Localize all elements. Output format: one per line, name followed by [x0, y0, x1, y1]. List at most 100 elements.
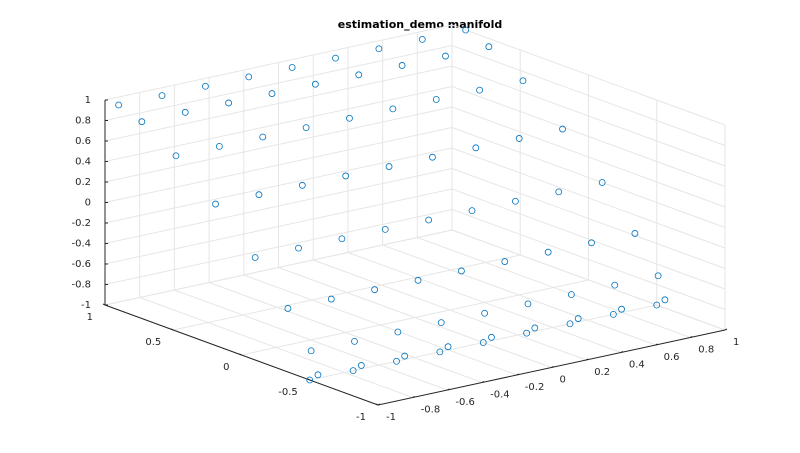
- point: [284, 305, 292, 312]
- y-tick-label: 0: [223, 362, 229, 373]
- point: [519, 77, 527, 85]
- point: [342, 172, 350, 180]
- grid-line: [104, 24, 453, 101]
- point: [458, 267, 465, 275]
- point: [654, 272, 662, 280]
- point: [462, 26, 470, 34]
- point: [394, 328, 402, 336]
- point: [115, 101, 123, 109]
- grid-line: [104, 147, 453, 224]
- point: [288, 64, 296, 71]
- y-tick: [239, 353, 242, 356]
- point: [501, 258, 509, 265]
- z-tick-label: 0.2: [75, 177, 91, 188]
- point: [314, 371, 322, 379]
- point: [574, 315, 582, 322]
- z-tick-label: -0.4: [71, 239, 91, 250]
- point: [588, 239, 595, 247]
- y-tick: [307, 378, 310, 381]
- point: [259, 133, 267, 141]
- point: [332, 54, 339, 62]
- point: [181, 108, 189, 116]
- point: [566, 320, 574, 328]
- point: [611, 281, 619, 289]
- x-tick-label: -1: [386, 412, 396, 423]
- x-tick: [655, 343, 658, 346]
- x-tick: [724, 328, 728, 331]
- point: [371, 286, 379, 294]
- z-tick-label: -0.6: [71, 259, 91, 270]
- point: [653, 301, 661, 309]
- x-tick-label: -0.6: [455, 397, 475, 408]
- point: [346, 114, 353, 122]
- point: [523, 329, 531, 337]
- point: [485, 43, 493, 51]
- point: [201, 82, 209, 90]
- grid-line: [451, 65, 726, 167]
- x-tick: [516, 373, 520, 376]
- point: [524, 300, 532, 308]
- x-tick: [447, 388, 450, 391]
- x-tick: [585, 358, 589, 361]
- grid-line: [104, 168, 453, 244]
- y-tick-label: -0.5: [278, 387, 298, 398]
- y-tick: [171, 328, 174, 331]
- grid-line: [104, 86, 453, 162]
- grid-line: [309, 304, 657, 381]
- z-tick-label: -0.2: [71, 218, 91, 229]
- grid-line: [104, 45, 453, 121]
- grid-line: [104, 65, 453, 142]
- point: [598, 179, 606, 186]
- z-tick-label: 1: [85, 95, 91, 106]
- x-tick: [377, 403, 381, 406]
- x-tick: [412, 396, 415, 398]
- grid-line: [173, 254, 521, 331]
- point: [389, 105, 397, 113]
- point: [559, 125, 566, 133]
- y-tick-label: 0.5: [145, 337, 161, 348]
- x-tick-label: -0.2: [525, 382, 545, 393]
- grid-line: [104, 127, 453, 203]
- point: [268, 90, 276, 97]
- x-tick: [620, 351, 624, 353]
- z-tick-label: -1: [81, 300, 91, 311]
- point: [349, 367, 357, 375]
- grid-line: [451, 86, 726, 187]
- point: [476, 86, 484, 94]
- point: [481, 309, 489, 317]
- grid-line: [451, 168, 726, 269]
- point: [444, 343, 452, 351]
- point: [355, 71, 363, 79]
- point: [158, 92, 166, 100]
- z-tick-label: 0: [85, 198, 91, 209]
- grid-line: [451, 209, 726, 310]
- point: [437, 319, 445, 327]
- x-tick-label: 0.2: [594, 367, 610, 378]
- x-tick-label: 1: [733, 337, 739, 348]
- z-tick-label: 0.6: [75, 136, 91, 147]
- grid-line: [104, 229, 453, 306]
- point: [298, 181, 306, 189]
- point: [172, 152, 180, 160]
- point: [429, 153, 436, 161]
- point: [436, 348, 444, 356]
- point: [351, 337, 358, 345]
- point: [393, 357, 400, 365]
- point: [401, 352, 409, 360]
- x-tick-label: -0.4: [490, 390, 510, 401]
- point: [661, 296, 669, 304]
- z-tick-label: 0.4: [75, 157, 91, 168]
- point: [311, 80, 319, 88]
- y-tick-label: 1: [87, 312, 93, 323]
- point: [251, 254, 259, 261]
- point: [255, 191, 263, 199]
- grid-line: [451, 106, 726, 208]
- point: [418, 35, 426, 43]
- point: [488, 333, 495, 341]
- point: [307, 347, 315, 355]
- grid-line: [451, 188, 726, 290]
- grid-line: [104, 188, 453, 265]
- point: [225, 99, 233, 107]
- point: [375, 45, 383, 53]
- point: [479, 339, 487, 346]
